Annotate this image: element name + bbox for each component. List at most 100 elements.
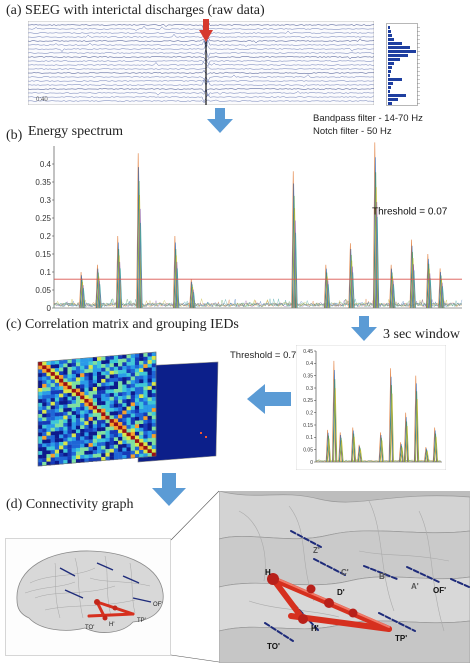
spectrum-peak bbox=[378, 432, 383, 463]
spectrum-peak bbox=[410, 251, 415, 309]
correlation-matrices bbox=[37, 351, 219, 467]
spectrum-peak bbox=[96, 272, 101, 309]
spectrum-peak bbox=[357, 446, 362, 463]
correlation-threshold-label: Threshold = 0.7 bbox=[230, 350, 297, 361]
spectrum-peak bbox=[391, 280, 396, 309]
small-label-h: H' bbox=[109, 622, 114, 628]
spectrum-peak bbox=[405, 425, 410, 463]
ytick-label: 0.15 bbox=[35, 250, 51, 259]
spectrum-peak bbox=[388, 368, 393, 463]
spectrum-peak bbox=[324, 272, 329, 309]
spectrum-peak bbox=[434, 436, 439, 463]
spectrum-peak bbox=[332, 360, 336, 463]
spectrum-peak bbox=[350, 266, 355, 309]
spectrum-peak bbox=[400, 447, 405, 463]
label-of: OF' bbox=[433, 586, 446, 595]
ytick-label: 0.2 bbox=[40, 232, 52, 241]
spectrum-peak bbox=[326, 435, 331, 463]
spectrum-peak bbox=[80, 281, 85, 309]
spectrum-peak bbox=[358, 447, 362, 463]
spectrum-peak bbox=[390, 276, 395, 309]
spectrum-peak bbox=[97, 280, 102, 309]
spectrum-peak bbox=[292, 195, 297, 309]
spectrum-peak bbox=[433, 430, 438, 463]
section-b-label: (b) bbox=[6, 128, 23, 143]
spectrum-peak bbox=[325, 276, 330, 309]
spectrum-peak bbox=[440, 282, 444, 309]
spectrum-peak bbox=[403, 412, 408, 463]
spectrum-peak bbox=[440, 286, 445, 309]
spectrum-peak bbox=[326, 284, 331, 309]
spectrum-peak bbox=[137, 181, 142, 309]
spectrum-peak bbox=[96, 276, 101, 309]
ytick-label: 0 bbox=[310, 460, 313, 466]
spectrum-peak bbox=[373, 172, 378, 309]
spectrum-peak bbox=[350, 427, 355, 463]
label-b: B' bbox=[379, 572, 387, 581]
spectrum-peak bbox=[333, 379, 337, 463]
spectrum-peak bbox=[137, 194, 142, 309]
spectrum-peak bbox=[413, 375, 418, 463]
spectrum-peak bbox=[404, 417, 409, 463]
energy-spectrum-chart: 0 0.05 0.1 0.15 0.2 0.25 0.3 0.35 0.4 Threshold =… bbox=[35, 142, 463, 313]
ytick-label: 0.1 bbox=[40, 268, 52, 277]
spectrum-peak bbox=[411, 258, 415, 309]
spectrum-peak bbox=[423, 447, 428, 463]
spectrum-peak bbox=[293, 232, 298, 309]
spectrum-peak bbox=[138, 208, 143, 309]
label-a: A' bbox=[411, 582, 419, 591]
brain-zoomed: Z' C' B' A' OF' H D' TO' H' TP' bbox=[219, 491, 470, 663]
ytick-label: 0.4 bbox=[306, 361, 313, 367]
section-d-title: (d) Connectivity graph bbox=[6, 497, 134, 512]
spectrum-peak bbox=[433, 433, 438, 463]
spectrum-peak bbox=[412, 270, 416, 309]
spectrum-peak bbox=[190, 286, 195, 309]
spectrum-peak bbox=[389, 376, 393, 463]
label-to: TO' bbox=[267, 642, 280, 651]
spectrum-peak bbox=[415, 398, 420, 463]
spectrum-peak bbox=[327, 438, 331, 463]
spectrum-peak bbox=[325, 429, 330, 463]
spectrum-peak bbox=[339, 437, 344, 463]
small-label-to: TO' bbox=[85, 625, 94, 631]
filter-bandpass-label: Bandpass filter - 14-70 Hz bbox=[313, 113, 423, 124]
threshold-annotation: Threshold = 0.07 bbox=[372, 206, 448, 217]
spectrum-peak bbox=[325, 280, 330, 309]
spectrum-peak bbox=[424, 449, 429, 463]
spectrum-peak bbox=[292, 208, 297, 309]
ytick-label: 0.1 bbox=[306, 435, 313, 441]
spectrum-peak bbox=[428, 278, 433, 309]
spectrum-peak bbox=[175, 268, 180, 309]
spectrum-peak bbox=[404, 421, 409, 463]
ytick-label: 0.25 bbox=[35, 214, 51, 223]
spectrum-peak bbox=[333, 388, 338, 463]
spectrum-peak bbox=[332, 369, 337, 463]
ytick-label: 0.15 bbox=[303, 423, 313, 429]
spectrum-peak bbox=[190, 284, 195, 309]
spectrum-peak bbox=[390, 393, 394, 463]
small-label-tp: TP' bbox=[137, 618, 146, 624]
spectrum-peak bbox=[389, 385, 394, 463]
section-b-title: Energy spectrum bbox=[28, 124, 123, 139]
spectrum-peak bbox=[439, 275, 443, 309]
spectrum-peak bbox=[424, 448, 429, 463]
seeg-raw-traces bbox=[28, 21, 374, 105]
spectrum-peak bbox=[81, 284, 85, 309]
spectrum-peak bbox=[80, 278, 84, 309]
seeg-time-label: 0:40 bbox=[36, 97, 48, 103]
spectrum-peak bbox=[375, 216, 380, 309]
spectrum-peak bbox=[379, 435, 383, 463]
spectrum-peak bbox=[399, 445, 404, 463]
spectrum-peak bbox=[174, 248, 178, 309]
spectrum-peak bbox=[427, 273, 432, 309]
spectrum-peak bbox=[374, 202, 379, 309]
label-d: D' bbox=[337, 588, 345, 597]
spectrum-peak bbox=[432, 427, 437, 463]
spectrum-peak bbox=[349, 260, 354, 309]
spectrum-peak bbox=[358, 449, 363, 463]
down-arrow-b-c bbox=[351, 316, 377, 341]
spectrum-peak bbox=[81, 288, 86, 309]
spectrum-peak bbox=[374, 187, 379, 309]
ytick-label: 0.2 bbox=[306, 410, 313, 416]
